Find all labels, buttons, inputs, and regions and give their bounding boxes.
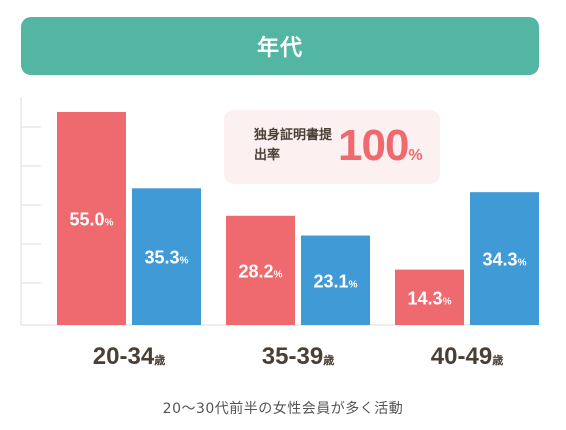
bar <box>301 235 370 325</box>
header-banner: 年代 <box>21 17 539 75</box>
bar <box>470 192 539 325</box>
data-label: 28.2% <box>239 261 283 281</box>
data-label: 55.0% <box>70 210 114 230</box>
callout-label: 独身証明書提出率 <box>254 128 333 163</box>
data-label: 14.3% <box>408 288 452 308</box>
data-label: 23.1% <box>314 271 358 291</box>
data-label: 34.3% <box>483 250 527 270</box>
data-label: 35.3% <box>145 248 189 268</box>
x-tick-label: 35-39歳 <box>262 343 334 370</box>
callout-value: 100% <box>338 122 423 180</box>
callout-number: 100 <box>338 121 409 170</box>
caption: 20〜30代前半の女性会員が多く活動 <box>162 401 404 417</box>
bar <box>226 215 295 325</box>
bar <box>132 188 201 325</box>
x-tick-label: 40-49歳 <box>431 343 503 370</box>
bar <box>395 269 464 325</box>
x-tick-label: 20-34歳 <box>93 343 165 370</box>
bar <box>57 112 126 325</box>
callout-unit: % <box>408 147 423 164</box>
header-title: 年代 <box>256 36 303 61</box>
callout-box: 独身証明書提出率 100% <box>224 110 440 184</box>
